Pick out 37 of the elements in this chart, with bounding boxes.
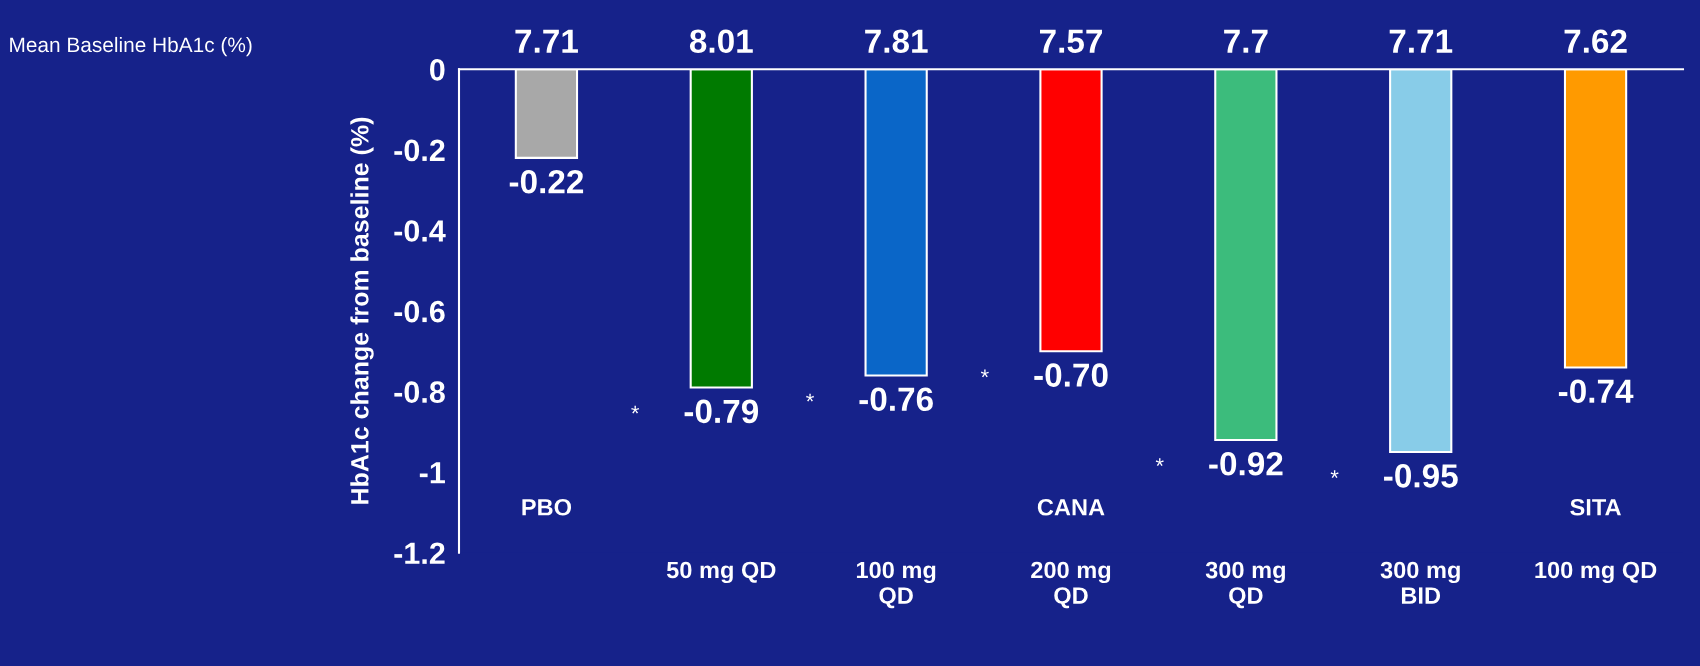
x-tick-label: 50 mg QD: [666, 561, 776, 584]
y-tick-label: -1.2: [394, 542, 445, 564]
annotation: PBO: [522, 498, 572, 516]
text: 7.57: [1040, 29, 1102, 54]
y-tick-label: -0.8: [394, 381, 445, 403]
x-tick-label: 300 mg BID: [1380, 561, 1460, 604]
text: 7.7: [1224, 29, 1268, 53]
y-axis-title: HbA1c change from baseline (%): [350, 117, 374, 504]
x-tick-label: 100 mg QD: [856, 561, 936, 609]
data-label: -0.70: [1034, 363, 1108, 387]
text: 7.81: [865, 29, 928, 54]
text: 8.01: [689, 29, 753, 54]
y-tick-label: -0.2: [394, 139, 445, 162]
y-tick-label: -1: [419, 462, 445, 484]
annotation: CANA: [1037, 498, 1105, 516]
data-label: -0.76: [859, 387, 933, 412]
annotation: *: [1155, 458, 1164, 466]
annotation: *: [1330, 470, 1339, 479]
annotation: *: [806, 393, 815, 402]
data-label: -0.22: [509, 169, 584, 194]
y-tick-label: -0.4: [394, 220, 446, 242]
y-tick-label: 0: [430, 59, 445, 81]
data-label: -0.79: [684, 399, 759, 424]
data-label: -0.95: [1384, 464, 1458, 488]
text: 7.62: [1564, 29, 1627, 54]
x-tick-label: 300 mg QD: [1205, 561, 1285, 609]
annotation: *: [631, 405, 640, 414]
annotation: *: [980, 369, 989, 378]
data-label: -0.74: [1558, 379, 1634, 404]
text: 7.71: [515, 29, 578, 53]
text: Mean Baseline HbA1c (%): [10, 36, 252, 57]
x-tick-label: 200 mg QD: [1031, 561, 1111, 609]
x-tick-label: 100 mg QD: [1535, 561, 1657, 584]
text: 7.71: [1389, 29, 1453, 53]
annotation: SITA: [1570, 498, 1621, 516]
y-tick-label: -0.6: [394, 300, 445, 323]
data-label: -0.92: [1209, 451, 1283, 476]
